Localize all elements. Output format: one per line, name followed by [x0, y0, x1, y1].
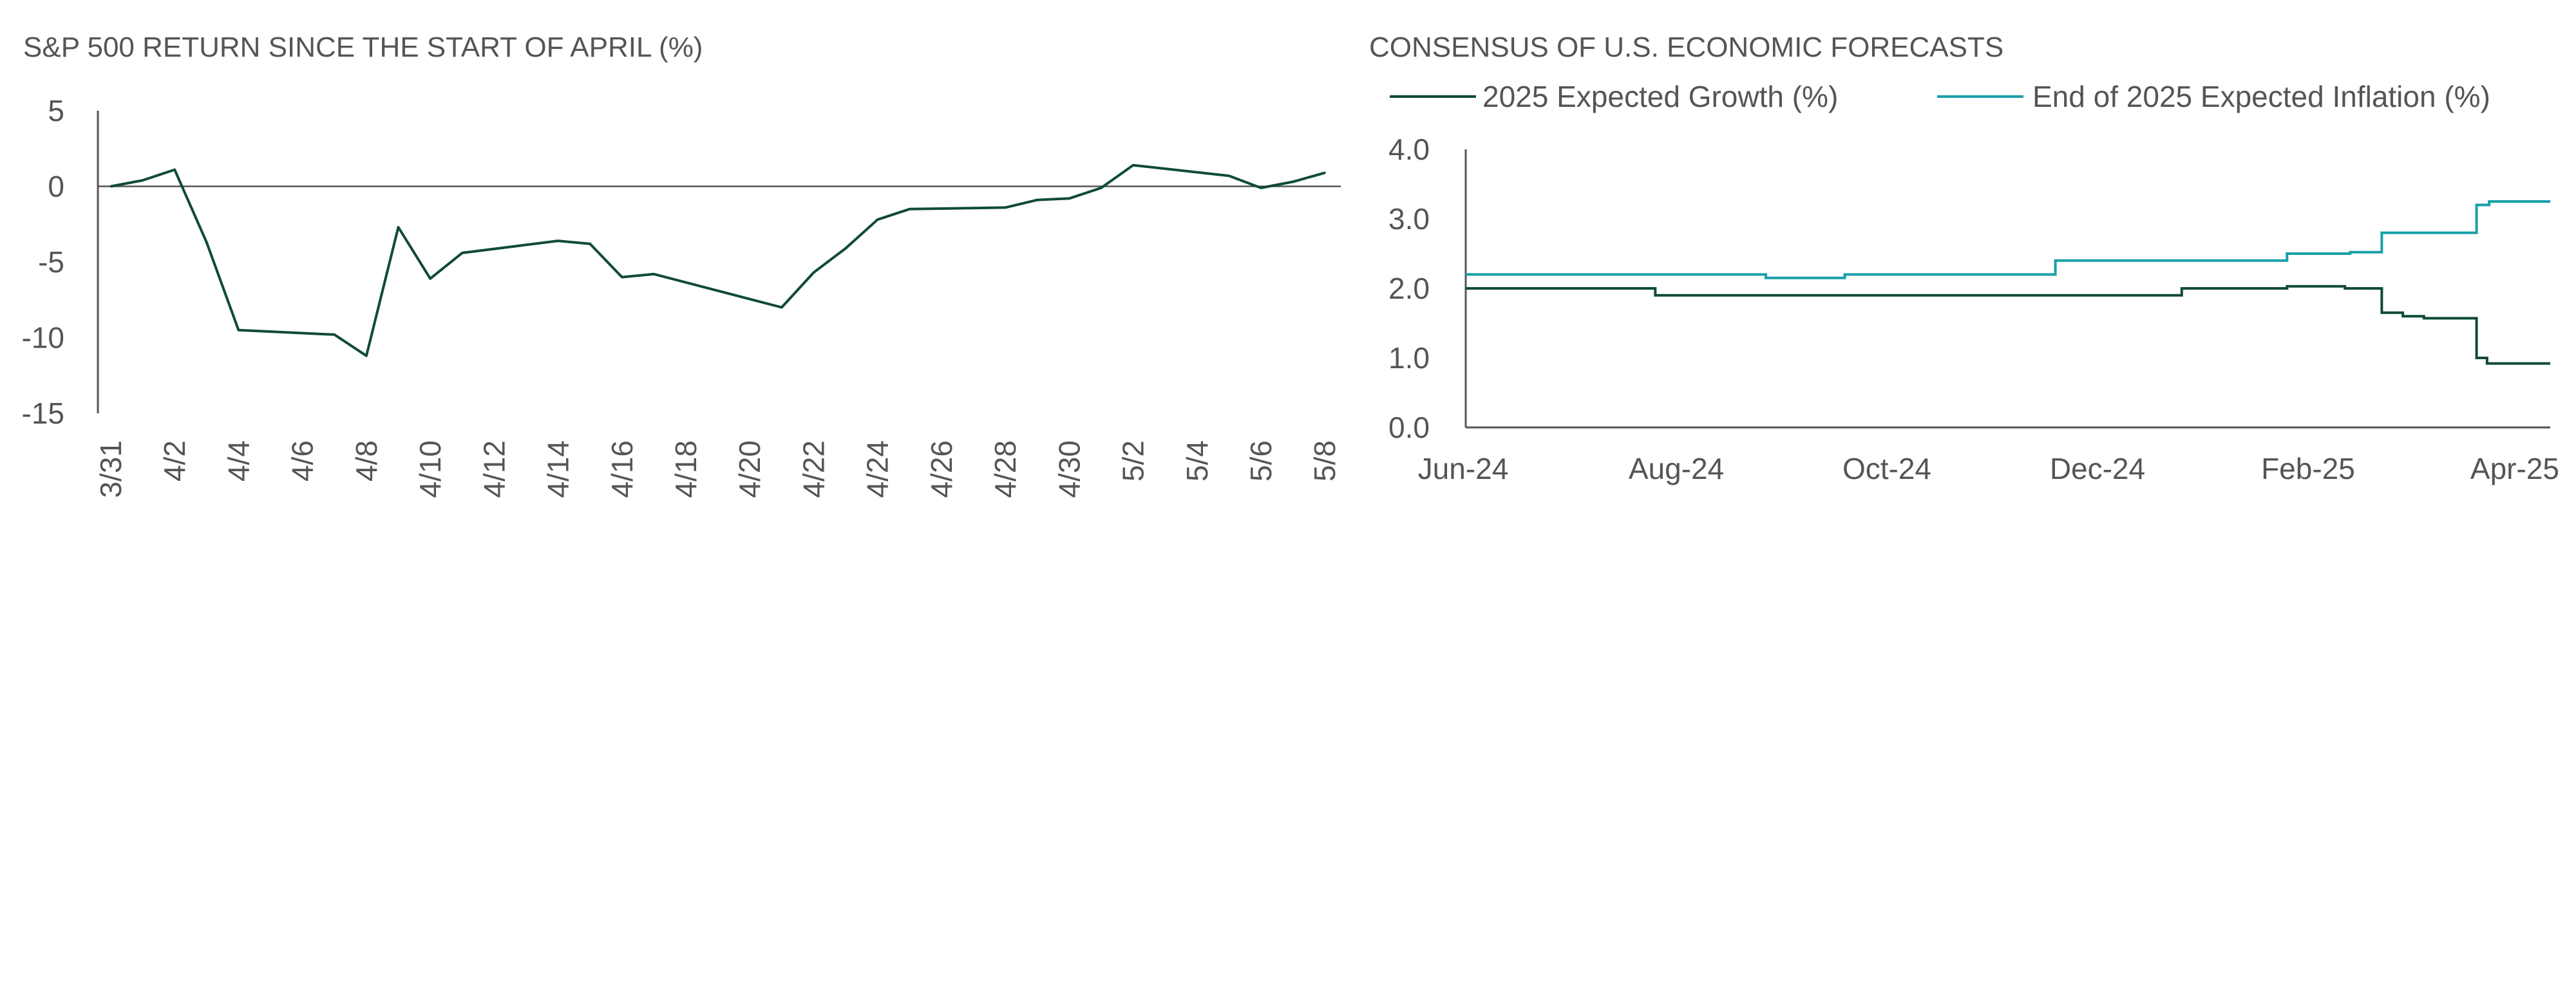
forecast-y-tick-label: 1.0: [1388, 341, 1430, 375]
sp500-data-point: [1292, 180, 1294, 183]
sp500-data-point: [1132, 164, 1134, 167]
sp500-x-tick-label: 4/2: [158, 440, 191, 482]
legend-growth-label: 2025 Expected Growth (%): [1482, 80, 1838, 113]
sp500-data-point: [589, 243, 591, 245]
sp500-data-point: [173, 169, 176, 171]
sp500-x-tick-label: 4/26: [925, 440, 958, 498]
sp500-x-tick-label: 4/6: [286, 440, 319, 482]
sp500-data-point: [1068, 197, 1070, 200]
forecast-x-tick-label: Aug-24: [1629, 452, 1724, 485]
sp500-x-tick-label: 4/18: [669, 440, 703, 498]
sp500-x-tick-label: 5/8: [1308, 440, 1341, 482]
sp500-x-tick-label: 4/14: [542, 440, 575, 498]
sp500-data-point: [109, 185, 112, 187]
sp500-x-tick-label: 4/16: [605, 440, 639, 498]
forecast-legend: 2025 Expected Growth (%) End of 2025 Exp…: [1390, 80, 2490, 113]
sp500-y-tick-label: 5: [48, 94, 64, 127]
sp500-x-tick-label: 5/2: [1117, 440, 1150, 482]
sp500-x-tick-label: 4/22: [797, 440, 830, 498]
sp500-y-tick-label: 0: [48, 170, 64, 203]
sp500-data-point: [781, 306, 783, 308]
forecast-y-tick-label: 4.0: [1388, 133, 1430, 166]
sp500-data-point: [333, 333, 336, 336]
sp500-data-point: [652, 273, 655, 276]
sp500-x-tick-label: 4/30: [1052, 440, 1086, 498]
sp500-data-point: [908, 208, 911, 211]
forecast-x-tick-label: Jun-24: [1418, 452, 1509, 485]
sp500-data-point: [1323, 171, 1326, 174]
sp500-data-point: [142, 179, 144, 182]
legend-inflation-label: End of 2025 Expected Inflation (%): [2032, 80, 2490, 113]
sp500-data-point: [205, 241, 208, 243]
sp500-y-axis-ticks: 5 0 -5 -10 -15: [22, 94, 64, 430]
sp500-x-tick-label: 5/6: [1244, 440, 1278, 482]
forecast-x-tick-label: Oct-24: [1842, 452, 1931, 485]
sp500-x-tick-label: 4/24: [861, 440, 895, 498]
sp500-data-point: [876, 218, 879, 221]
sp500-data-point: [1260, 187, 1262, 189]
inflation-forecast-line: [1466, 200, 2550, 279]
sp500-x-tick-label: 4/20: [733, 440, 766, 498]
sp500-y-tick-label: -5: [38, 245, 64, 279]
forecast-x-tick-label: Dec-24: [2050, 452, 2145, 485]
sp500-data-point: [237, 329, 240, 332]
sp500-chart: S&P 500 RETURN SINCE THE START OF APRIL …: [22, 32, 1342, 498]
sp500-data-point: [844, 247, 847, 250]
sp500-data-point: [1036, 199, 1039, 201]
sp500-x-tick-label: 3/31: [94, 440, 128, 498]
sp500-x-tick-label: 4/8: [350, 440, 383, 482]
sp500-y-tick-label: -15: [22, 397, 64, 430]
forecast-x-tick-label: Feb-25: [2261, 452, 2355, 485]
forecast-x-tick-label: Apr-25: [2470, 452, 2559, 485]
forecast-y-axis-ticks: 4.0 3.0 2.0 1.0 0.0: [1388, 133, 1430, 444]
sp500-data-point: [429, 277, 431, 280]
sp500-data-point: [397, 226, 399, 229]
sp500-chart-title: S&P 500 RETURN SINCE THE START OF APRIL …: [23, 32, 703, 63]
growth-forecast-line: [1466, 285, 2550, 365]
sp500-data-point: [1004, 206, 1007, 209]
sp500-x-tick-label: 4/4: [222, 440, 255, 482]
sp500-data-points: [109, 164, 1326, 357]
sp500-x-tick-label: 5/4: [1180, 440, 1214, 482]
sp500-y-tick-label: -10: [22, 321, 64, 355]
sp500-x-tick-label: 4/28: [989, 440, 1022, 498]
forecast-y-tick-label: 0.0: [1388, 411, 1430, 444]
sp500-data-point: [365, 355, 368, 357]
forecast-y-tick-label: 3.0: [1388, 202, 1430, 236]
forecast-y-tick-label: 2.0: [1388, 272, 1430, 305]
sp500-data-point: [557, 239, 559, 242]
sp500-data-point: [812, 271, 815, 274]
forecast-chart: CONSENSUS OF U.S. ECONOMIC FORECASTS 202…: [1369, 32, 2559, 485]
sp500-data-point: [1227, 174, 1230, 177]
forecast-chart-title: CONSENSUS OF U.S. ECONOMIC FORECASTS: [1369, 32, 2003, 63]
sp500-data-point: [461, 252, 464, 254]
sp500-x-tick-label: 4/10: [413, 440, 447, 498]
sp500-data-point: [621, 276, 623, 278]
sp500-return-line: [110, 164, 1325, 357]
sp500-x-axis-ticks: 3/31 4/2 4/4 4/6 4/8 4/10 4/12 4/14 4/16 4/18 4/20…: [94, 440, 1341, 498]
sp500-x-tick-label: 4/12: [477, 440, 511, 498]
forecast-x-axis-ticks: Jun-24 Aug-24 Oct-24 Dec-24 Feb-25 Apr-25: [1418, 452, 2559, 485]
sp500-data-point: [1100, 187, 1103, 189]
